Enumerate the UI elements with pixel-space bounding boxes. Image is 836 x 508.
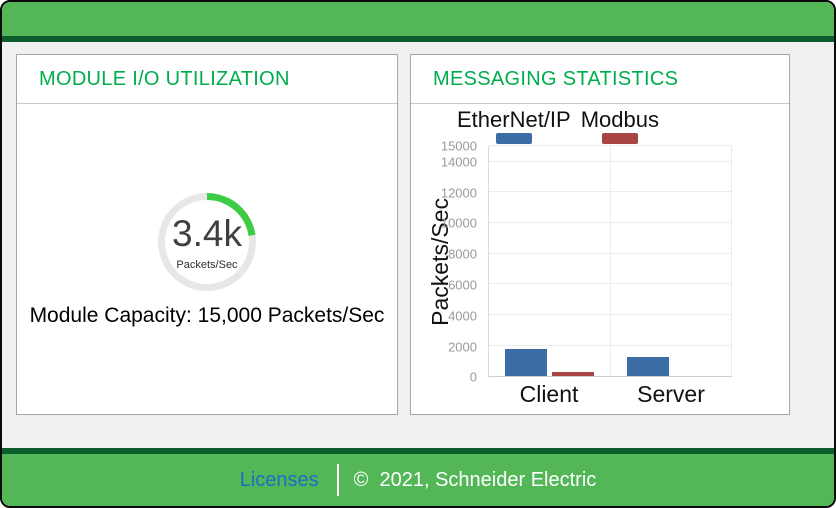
gridline [489, 252, 732, 254]
y-tick-label: 0 [469, 369, 477, 385]
panel-header: MODULE I/O UTILIZATION [17, 55, 397, 104]
legend-swatch [495, 133, 532, 145]
legend-item: Modbus [580, 107, 659, 145]
gridline [489, 313, 732, 315]
x-axis: Client Server [488, 381, 732, 408]
copyright-text: © 2021, Schneider Electric [353, 468, 597, 491]
panel-body: 3.4k Packets/Sec Module Capacity: 15,000… [17, 193, 397, 328]
gridline [489, 160, 732, 162]
gauge-value: 3.4k [172, 213, 242, 254]
panel-title: MESSAGING STATISTICS [433, 67, 679, 90]
y-tick-label: 12000 [440, 185, 477, 200]
legend-item: EtherNet/IP [457, 107, 571, 145]
bar-ethernet-ip-server [626, 357, 669, 377]
module-io-utilization-panel: MODULE I/O UTILIZATION 3.4k Packets/Sec … [16, 54, 398, 415]
bar-modbus-client [552, 372, 595, 377]
io-utilization-gauge: 3.4k Packets/Sec [158, 193, 256, 291]
chart-legend: EtherNet/IP Modbus [457, 107, 789, 145]
y-tick-label: 8000 [448, 246, 477, 262]
vertical-gridline [731, 146, 732, 377]
panel-title: MODULE I/O UTILIZATION [39, 67, 290, 90]
footer-divider [336, 464, 339, 496]
bar-group-server [611, 146, 733, 377]
y-tick-label: 15000 [440, 138, 477, 154]
y-tick-label: 10000 [440, 215, 477, 231]
gridline [489, 344, 732, 346]
gauge-unit-label: Packets/Sec [176, 259, 238, 271]
legend-label: EtherNet/IP [457, 107, 571, 132]
main-content: MODULE I/O UTILIZATION 3.4k Packets/Sec … [2, 42, 834, 442]
y-tick-label: 2000 [448, 339, 477, 354]
gridline [489, 145, 732, 147]
y-axis: 0 2000 4000 6000 8000 10000 12000 14000 15000 [411, 140, 483, 384]
bar-chart: Packets/Sec 0 2000 4000 6000 8000 10000 12000 1… [411, 140, 789, 416]
panel-header: MESSAGING STATISTICS [411, 55, 789, 104]
gridline [489, 191, 732, 193]
legend-label: Modbus [580, 107, 659, 132]
legend-swatch [601, 133, 638, 145]
y-tick-label: 6000 [448, 277, 477, 293]
gridline [489, 283, 732, 285]
vertical-gridline [609, 146, 611, 377]
plot-area [488, 145, 733, 378]
panel-body: EtherNet/IP Modbus Packets/Sec 0 2000 4000 6… [411, 107, 789, 416]
gauge-center: 3.4k Packets/Sec [165, 200, 249, 284]
top-banner [2, 2, 834, 42]
x-tick-label: Server [637, 381, 705, 408]
gridline [489, 221, 732, 223]
licenses-link[interactable]: Licenses [239, 468, 319, 491]
module-capacity-text: Module Capacity: 15,000 Packets/Sec [29, 304, 385, 327]
bar-ethernet-ip-client [505, 348, 548, 377]
messaging-statistics-panel: MESSAGING STATISTICS EtherNet/IP Modbus P… [410, 54, 790, 415]
footer: Licenses © 2021, Schneider Electric [2, 448, 834, 506]
y-tick-label: 4000 [448, 308, 477, 324]
bar-group-client [489, 146, 611, 377]
y-tick-label: 14000 [440, 154, 477, 170]
x-tick-label: Client [519, 381, 579, 408]
